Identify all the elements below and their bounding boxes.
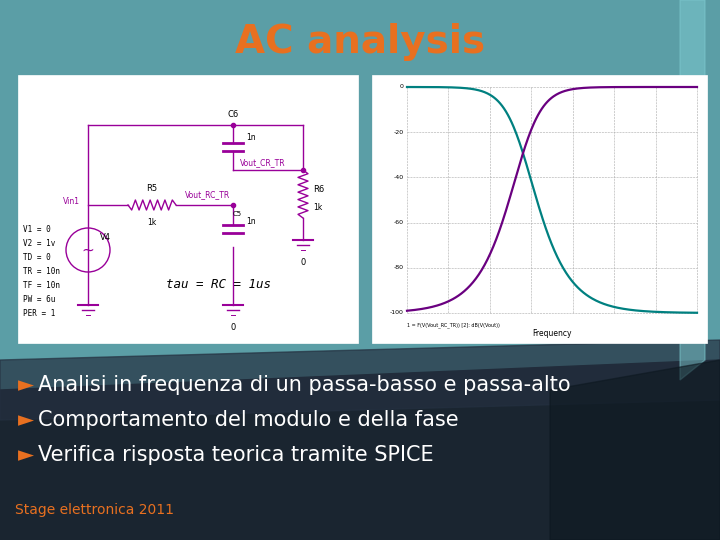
Text: C5: C5: [233, 211, 242, 217]
Text: V4: V4: [100, 233, 111, 242]
Text: 0: 0: [230, 323, 235, 332]
Text: -40: -40: [394, 175, 404, 180]
Text: V1 = 0: V1 = 0: [23, 225, 50, 234]
Text: Vout_RC_TR: Vout_RC_TR: [185, 190, 230, 199]
Text: Verifica risposta teorica tramite SPICE: Verifica risposta teorica tramite SPICE: [38, 445, 433, 465]
Text: PW = 6u: PW = 6u: [23, 295, 55, 304]
Text: -100: -100: [390, 310, 404, 315]
Polygon shape: [0, 360, 720, 540]
Text: 1n: 1n: [246, 132, 256, 141]
Text: PER = 1: PER = 1: [23, 309, 55, 318]
Bar: [18, 75, 358, 343]
Text: 1n: 1n: [246, 218, 256, 226]
Text: -20: -20: [394, 130, 404, 134]
Text: 1 = F(V(Vout_RC_TR)) [2]: dB(V(Vout)): 1 = F(V(Vout_RC_TR)) [2]: dB(V(Vout)): [407, 322, 500, 328]
Text: R5: R5: [146, 184, 158, 193]
Text: 1k: 1k: [313, 203, 323, 212]
Text: Vin1: Vin1: [63, 198, 80, 206]
Text: 1k: 1k: [148, 218, 157, 227]
Text: 0: 0: [300, 258, 305, 267]
Text: ►: ►: [18, 445, 34, 465]
Text: ~: ~: [81, 242, 94, 258]
Text: -60: -60: [394, 220, 404, 225]
Text: AC analysis: AC analysis: [235, 23, 485, 61]
Text: 0: 0: [400, 84, 404, 90]
Text: -80: -80: [394, 265, 404, 271]
Polygon shape: [0, 340, 720, 420]
Text: V2 = 1v: V2 = 1v: [23, 239, 55, 248]
Polygon shape: [550, 360, 720, 540]
Text: Frequency: Frequency: [532, 328, 572, 338]
Text: tau = RC = 1us: tau = RC = 1us: [166, 279, 271, 292]
Text: Analisi in frequenza di un passa-basso e passa-alto: Analisi in frequenza di un passa-basso e…: [38, 375, 571, 395]
Text: TD = 0: TD = 0: [23, 253, 50, 262]
Text: ►: ►: [18, 375, 34, 395]
Text: Comportamento del modulo e della fase: Comportamento del modulo e della fase: [38, 410, 459, 430]
Text: C6: C6: [228, 110, 238, 119]
Bar: [372, 75, 707, 343]
Text: TR = 10n: TR = 10n: [23, 267, 60, 276]
Text: Vout_CR_TR: Vout_CR_TR: [240, 159, 286, 167]
Text: ►: ►: [18, 410, 34, 430]
Polygon shape: [680, 0, 705, 380]
Text: TF = 10n: TF = 10n: [23, 281, 60, 290]
Text: R6: R6: [313, 186, 324, 194]
Text: Stage elettronica 2011: Stage elettronica 2011: [15, 503, 174, 517]
